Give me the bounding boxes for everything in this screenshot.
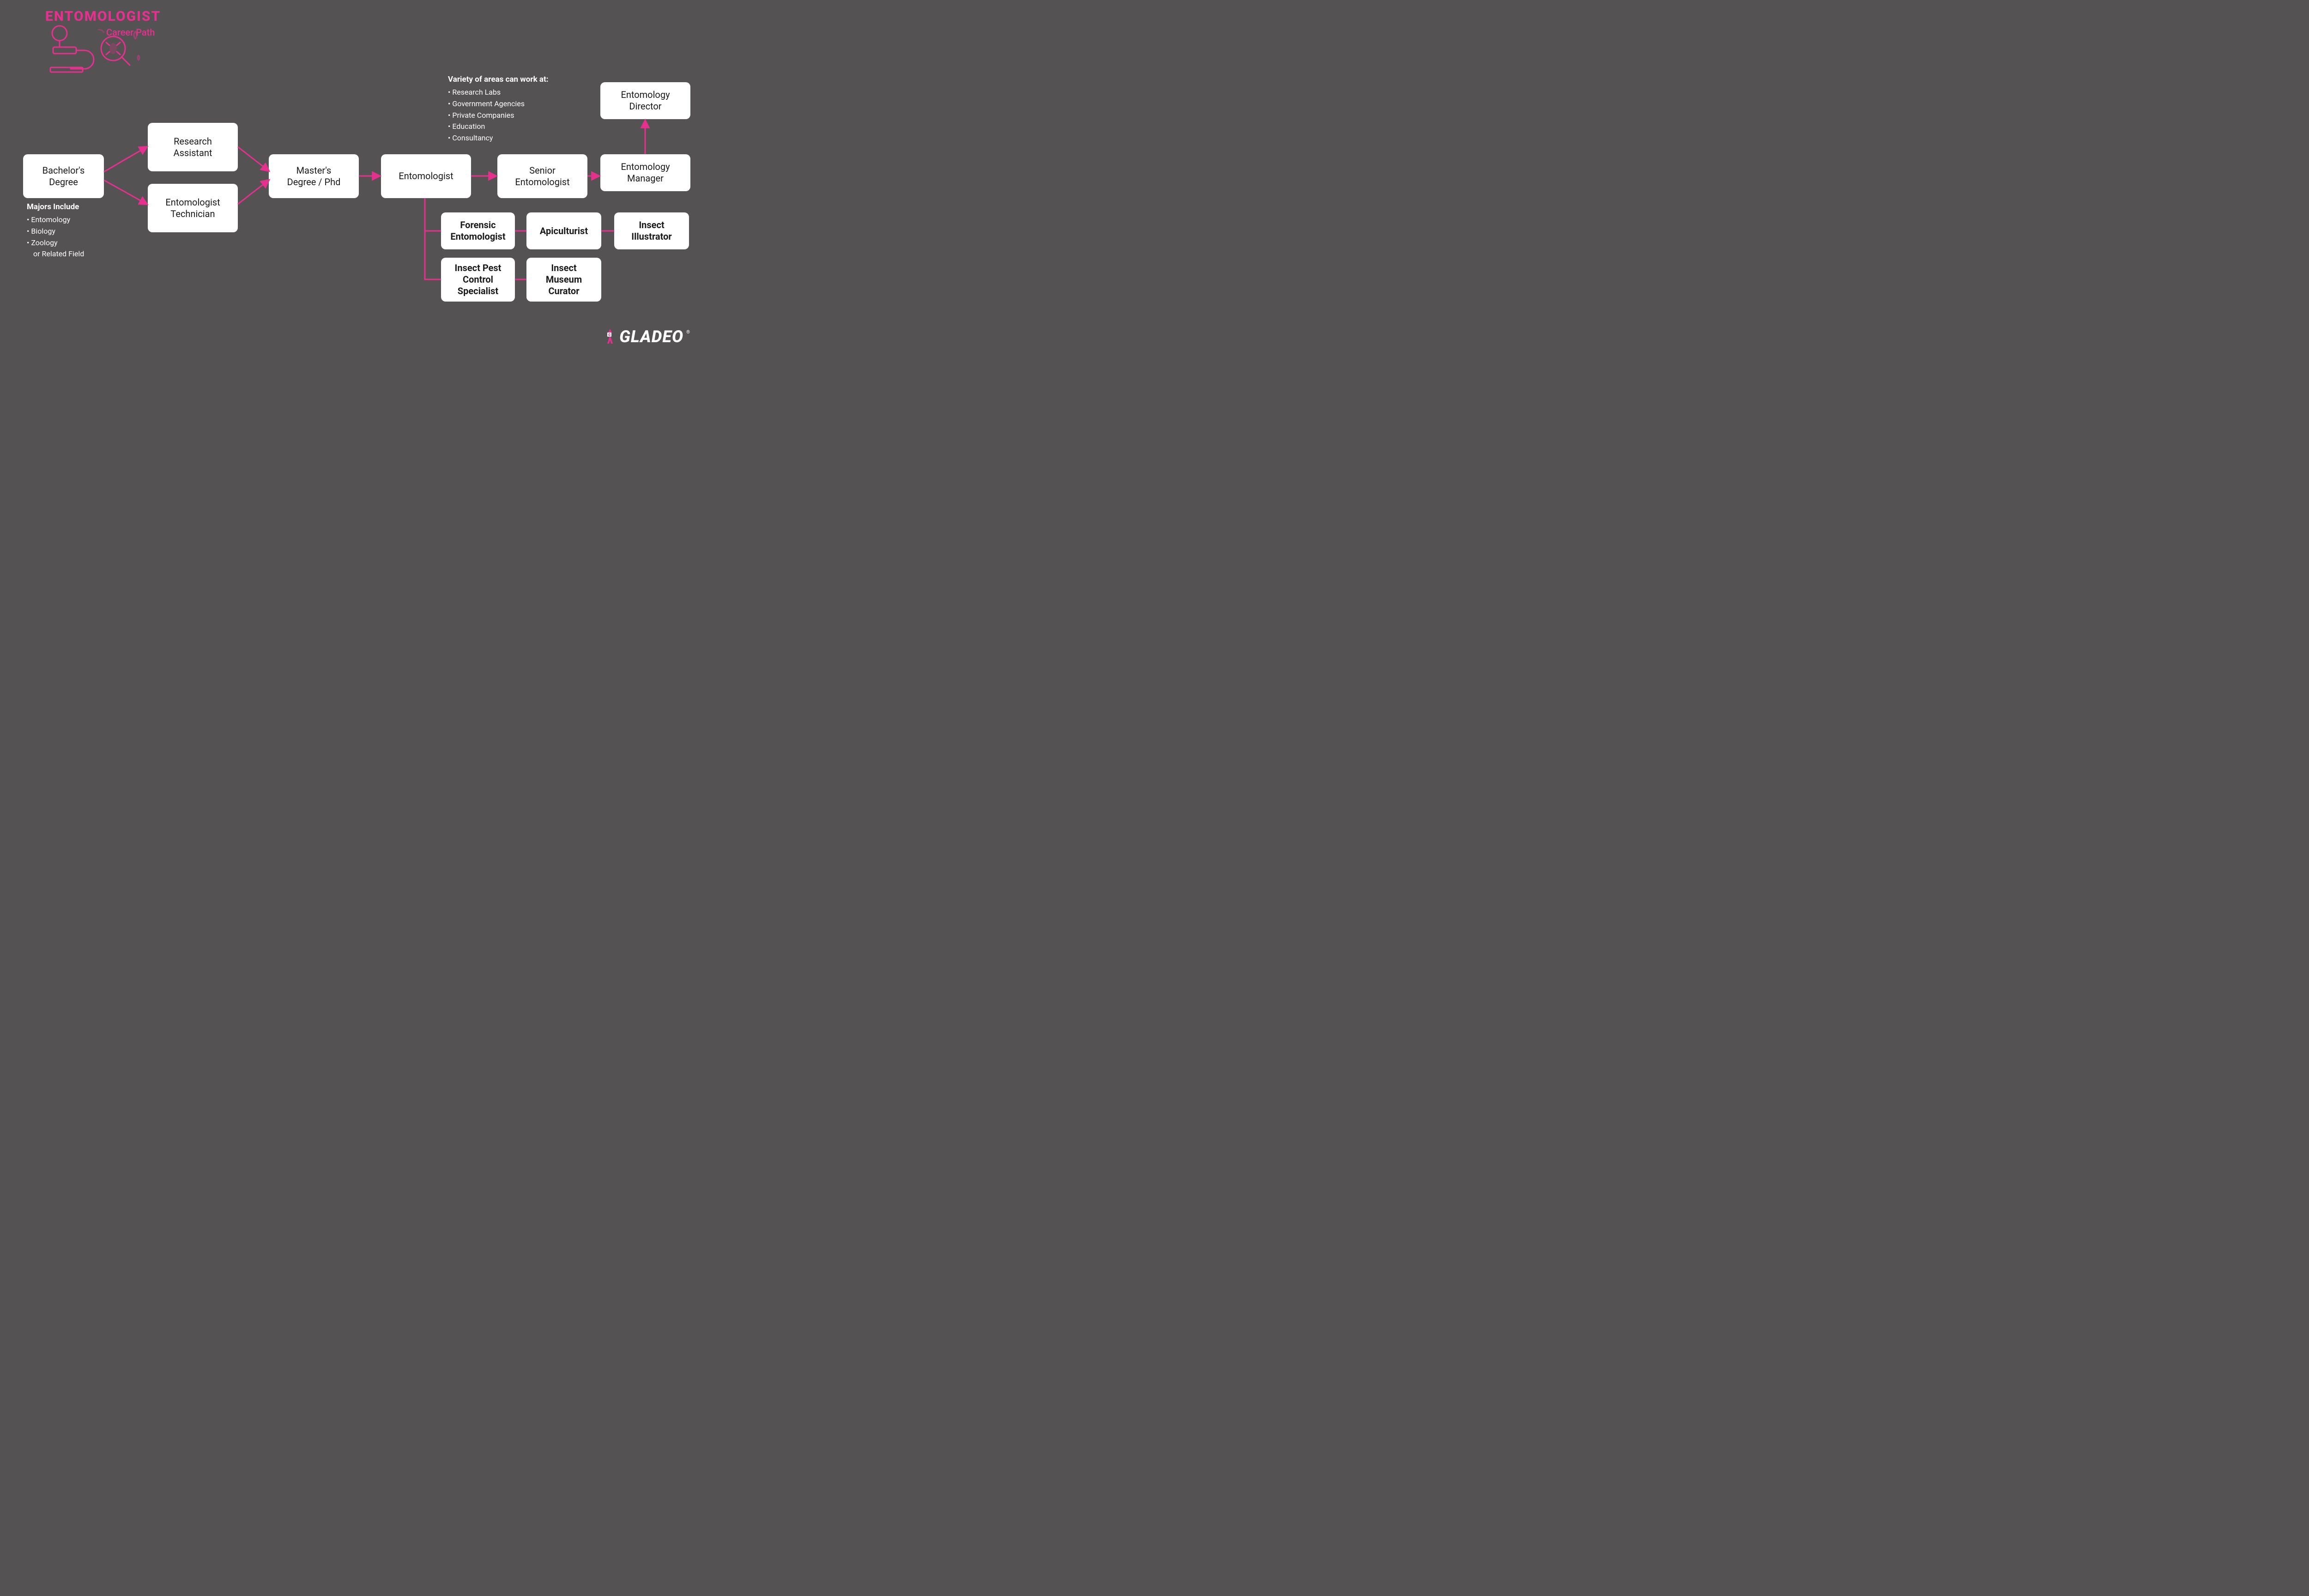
majors-item: Entomology: [27, 214, 84, 226]
node-curator: Insect MuseumCurator: [526, 258, 601, 302]
page-title: ENTOMOLOGIST: [45, 8, 161, 24]
node-forensic: ForensicEntomologist: [441, 212, 515, 249]
work-areas-item: Private Companies: [448, 110, 549, 121]
edge-research-masters: [238, 147, 269, 171]
node-tech: EntomologistTechnician: [148, 184, 238, 232]
trademark-icon: ®: [686, 330, 690, 335]
edge-entomologist-forensic: [425, 198, 441, 231]
work-areas-item: Government Agencies: [448, 98, 549, 110]
majors-item: Biology: [27, 226, 84, 237]
node-entomologist: Entomologist: [381, 154, 471, 198]
edge-tech-masters: [238, 180, 269, 204]
hero-illustration: [44, 23, 145, 76]
work-areas-item: Consultancy: [448, 133, 549, 144]
node-director: EntomologyDirector: [600, 82, 690, 119]
brand-logo-icon: G: [604, 328, 617, 345]
node-manager: EntomologyManager: [600, 154, 690, 191]
edge-bachelor-tech: [104, 180, 147, 204]
work-areas-title: Variety of areas can work at:: [448, 75, 549, 84]
career-path-canvas: ENTOMOLOGIST Career Path: [0, 0, 709, 355]
majors-list: EntomologyBiologyZoologyor Related Field: [27, 214, 84, 260]
majors-item: or Related Field: [27, 248, 84, 260]
node-apiculturist: Apiculturist: [526, 212, 601, 249]
node-senior: SeniorEntomologist: [497, 154, 587, 198]
node-masters: Master'sDegree / Phd: [269, 154, 359, 198]
node-bachelor: Bachelor'sDegree: [23, 154, 104, 198]
work-areas-item: Research Labs: [448, 87, 549, 98]
svg-text:G: G: [608, 333, 611, 337]
brand-logo-text: GLADEO: [619, 327, 683, 346]
work-areas-info: Variety of areas can work at: Research L…: [448, 75, 549, 144]
edge-bachelor-research: [104, 147, 147, 172]
majors-info: Majors Include EntomologyBiologyZoologyo…: [27, 202, 84, 260]
node-pest: Insect PestControlSpecialist: [441, 258, 515, 302]
node-research: ResearchAssistant: [148, 123, 238, 171]
majors-title: Majors Include: [27, 202, 84, 212]
edge-entomologist-pest: [425, 231, 441, 279]
majors-item: Zoology: [27, 237, 84, 249]
work-areas-list: Research LabsGovernment AgenciesPrivate …: [448, 87, 549, 144]
node-illustrator: InsectIllustrator: [614, 212, 689, 249]
work-areas-item: Education: [448, 121, 549, 133]
brand-logo: G GLADEO ®: [604, 327, 690, 346]
